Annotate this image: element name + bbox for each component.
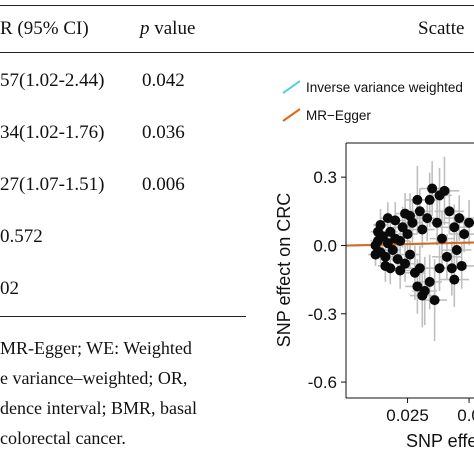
row-2-p: 0.036 [142,122,185,143]
row-1-or-ci: 57(1.02-2.44) [0,70,105,91]
y-axis-label: SNP effect on CRC [274,193,294,347]
data-point-13 [402,229,413,240]
y-tick-label-2: -0.3 [308,305,337,324]
data-point-27 [437,233,447,244]
data-point-53 [464,217,474,228]
legend-label-1: MR−Egger [306,108,371,123]
data-point-31 [446,263,457,274]
legend-swatch-1 [282,108,301,122]
footnote-line-1: MR-Egger; WE: Weighted [0,338,192,358]
data-point-39 [375,219,386,230]
data-point-32 [449,222,460,233]
regression-line-1 [346,241,474,247]
data-point-35 [456,260,467,271]
header-or-ci: R (95% CI) [0,18,89,39]
header-scatter: Scatte [418,18,465,39]
row-5-or-ci: 02 [0,278,19,299]
data-point-43 [390,215,401,226]
legend-swatch-0 [282,80,301,94]
data-point-46 [405,210,415,221]
data-point-30 [444,206,455,217]
table-header-border [0,52,474,53]
data-point-33 [451,245,462,256]
data-point-50 [412,281,423,292]
data-point-22 [424,276,435,287]
data-point-9 [392,254,403,265]
p-italic: p [140,18,150,39]
p-value-rest: value [149,18,196,39]
data-point-4 [380,251,391,262]
footnote-line-2: e variance–weighted; OR, [0,368,188,388]
data-point-7 [387,245,398,256]
row-2-or-ci: 34(1.02-1.76) [0,122,105,143]
data-point-17 [412,194,423,205]
data-point-10 [395,235,406,246]
data-point-42 [385,263,396,274]
x-axis-label: SNP effe [406,431,474,451]
data-point-37 [370,249,381,260]
legend-label-0: Inverse variance weighted [306,80,463,95]
data-point-51 [417,290,428,301]
data-point-24 [429,295,440,306]
data-point-19 [417,224,428,235]
x-tick-label-1: 0.0 [457,406,474,425]
data-point-29 [441,251,452,262]
data-point-36 [459,229,470,240]
data-point-21 [422,213,433,224]
x-tick-label-0: 0.025 [386,406,429,425]
y-tick-label-1: 0.0 [313,236,337,255]
y-tick-label-0: 0.3 [313,168,337,187]
row-3-p: 0.006 [142,174,185,195]
data-point-49 [434,190,445,201]
data-point-47 [414,206,425,217]
header-p-value: p value [140,18,195,40]
y-tick-label-3: -0.6 [308,373,337,392]
row-1-p: 0.042 [142,70,185,91]
plot-data-layer [346,156,474,342]
data-point-48 [424,194,435,205]
row-4-or-ci: 0.572 [0,226,43,247]
data-point-34 [454,213,465,224]
data-point-26 [434,263,445,274]
footnote-line-4: colorectal cancer. [0,428,126,448]
footnote-line-3: dence interval; BMR, basal [0,398,197,418]
data-point-25 [432,217,443,228]
data-point-14 [405,249,415,260]
data-point-23 [427,183,438,194]
data-point-18 [414,263,425,274]
table-top-border [0,5,474,6]
data-point-52 [449,274,460,285]
data-point-44 [395,265,406,276]
row-3-or-ci: 27(1.07-1.51) [0,174,105,195]
table-bottom-border [0,316,246,317]
